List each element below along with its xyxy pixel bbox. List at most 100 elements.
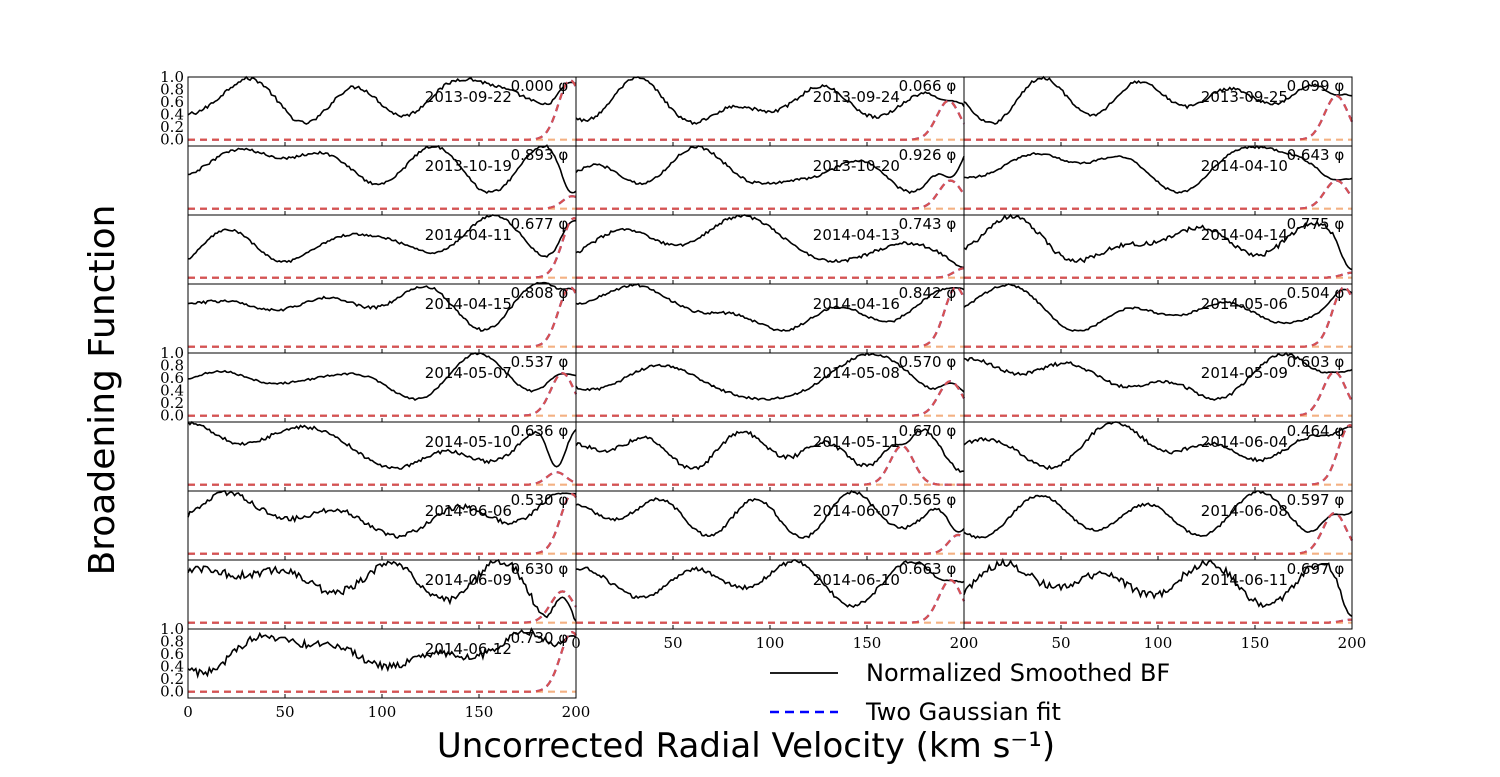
two-gaussian-fit: [576, 578, 966, 624]
date-label: 2014-06-09: [425, 571, 512, 589]
date-label: 2014-05-07: [425, 364, 512, 382]
gaussian-component-2: [576, 444, 964, 486]
x-tick-label: 150: [853, 634, 882, 652]
date-label: 2014-05-09: [1201, 364, 1288, 382]
date-label: 2014-04-14: [1201, 226, 1288, 244]
y-tick-label: 0.6: [160, 93, 184, 111]
date-label: 2014-05-06: [1201, 295, 1288, 313]
date-label: 2014-04-11: [425, 226, 512, 244]
two-gaussian-fit: [188, 471, 577, 486]
axes-extra: 0.00.20.40.60.81.00.00.20.40.60.81.00.00…: [160, 68, 1366, 721]
date-label: 2014-06-08: [1201, 502, 1288, 520]
y-tick-label: 0.6: [160, 369, 184, 387]
phase-label: 0.464 φ: [1287, 422, 1345, 440]
y-tick-label: 0.4: [160, 658, 184, 676]
two-gaussian-fit: [576, 444, 964, 486]
legend-label-fit: Two Gaussian fit: [865, 698, 1061, 726]
phase-label: 0.808 φ: [511, 284, 569, 302]
two-gaussian-fit: [576, 99, 965, 141]
y-tick-label: 0.8: [160, 81, 184, 99]
bf-line: [963, 213, 1353, 271]
bf-line: [575, 214, 965, 269]
date-label: 2014-06-10: [813, 571, 900, 589]
bf-line: [187, 214, 577, 264]
bf-line: [575, 489, 965, 539]
gaussian-component-2: [188, 590, 577, 624]
gaussian-component-2: [964, 179, 1353, 210]
gaussian-component-2: [576, 578, 966, 624]
date-label: 2013-10-20: [813, 157, 900, 175]
bf-line: [963, 421, 1353, 471]
phase-label: 0.730 φ: [511, 629, 569, 647]
bf-line: [187, 558, 577, 622]
x-tick-label: 200: [1338, 634, 1367, 652]
bf-line: [188, 352, 577, 401]
phase-label: 0.603 φ: [1287, 353, 1345, 371]
x-tick-label: 0: [183, 703, 193, 721]
gaussian-component-2: [576, 285, 966, 348]
gaussian-component-2: [964, 94, 1354, 141]
bf-line: [575, 283, 965, 332]
phase-label: 0.636 φ: [511, 422, 569, 440]
date-label: 2014-06-12: [425, 640, 512, 658]
bf-line: [187, 420, 577, 470]
gaussian-component-2: [188, 371, 578, 417]
y-tick-label: 0.0: [160, 131, 184, 149]
phase-label: 0.066 φ: [899, 77, 957, 95]
x-tick-label: 100: [368, 703, 397, 721]
bf-line: [963, 490, 1353, 540]
phase-label: 0.893 φ: [511, 146, 569, 164]
bf-line: [575, 559, 965, 608]
two-gaussian-fit: [964, 370, 1353, 417]
gaussian-component-2: [964, 271, 1353, 279]
date-label: 2014-06-11: [1201, 571, 1288, 589]
two-gaussian-fit: [576, 179, 965, 210]
bf-line: [187, 490, 577, 539]
bf-line: [575, 351, 965, 401]
date-label: 2014-05-10: [425, 433, 512, 451]
phase-label: 0.099 φ: [1287, 77, 1345, 95]
phase-label: 0.504 φ: [1287, 284, 1345, 302]
gaussian-component-2: [188, 630, 577, 693]
y-tick-label: 0.0: [160, 683, 184, 701]
phase-label: 0.597 φ: [1287, 491, 1345, 509]
phase-label: 0.926 φ: [899, 146, 957, 164]
x-tick-label: 150: [465, 703, 494, 721]
x-tick-label: 100: [1144, 634, 1173, 652]
two-gaussian-fit: [964, 179, 1353, 210]
bf-line: [963, 283, 1353, 332]
date-label: 2014-06-07: [813, 502, 900, 520]
phase-label: 0.775 φ: [1287, 215, 1345, 233]
date-label: 2014-05-08: [813, 364, 900, 382]
date-label: 2014-04-13: [813, 226, 900, 244]
gaussian-component-2: [576, 99, 965, 141]
bf-line: [187, 627, 577, 679]
gaussian-component-2: [964, 511, 1353, 555]
x-tick-label: 0: [959, 634, 969, 652]
bf-line: [187, 75, 577, 125]
x-axis-label: Uncorrected Radial Velocity (km s⁻¹): [437, 726, 1055, 766]
phase-label: 0.000 φ: [511, 77, 569, 95]
y-tick-label: 0.8: [160, 633, 184, 651]
x-tick-label: 100: [756, 634, 785, 652]
gaussian-component-2: [188, 492, 577, 555]
